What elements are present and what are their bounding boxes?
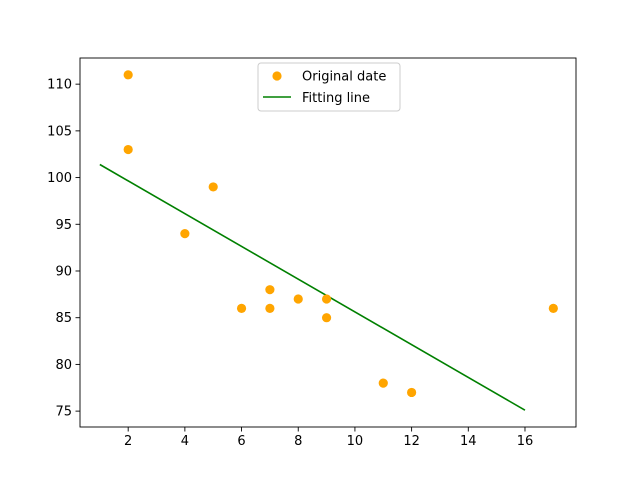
data-point: [293, 294, 303, 304]
data-point: [321, 313, 332, 323]
data-point: [180, 229, 190, 239]
fitting-line: [99, 163, 526, 411]
x-tick-label: 12: [403, 434, 420, 449]
y-tick-label: 95: [55, 218, 72, 233]
data-point: [123, 70, 133, 80]
data-point: [548, 303, 558, 313]
data-point: [265, 303, 275, 313]
x-tick-label: 6: [237, 434, 245, 449]
data-point: [378, 378, 388, 388]
legend-label-fitting: Fitting line: [302, 91, 370, 106]
data-point: [265, 285, 275, 295]
y-tick-label: 75: [55, 405, 72, 420]
legend: Original date Fitting line: [257, 62, 401, 112]
y-tick-label: 100: [47, 171, 72, 186]
legend-label-original: Original date: [302, 70, 386, 85]
legend-marker-original: [272, 71, 282, 81]
x-tick-label: 2: [124, 434, 132, 449]
data-point: [236, 303, 247, 313]
data-point: [321, 294, 332, 304]
x-tick-label: 4: [181, 434, 189, 449]
legend-box: [257, 62, 401, 112]
y-tick-label: 105: [47, 124, 72, 139]
y-tick-label: 80: [55, 358, 72, 373]
axes-layer: 2 4 6 8 10 12 14 16 75 80 85 90 95 100 105 110: [47, 57, 577, 449]
x-tick-label: 14: [460, 434, 477, 449]
x-tick-label: 10: [347, 434, 364, 449]
y-tick-label: 85: [55, 311, 72, 326]
data-point: [407, 387, 417, 398]
plot-layer: [99, 70, 558, 411]
axes-frame: [79, 57, 577, 428]
x-tick-label: 16: [517, 434, 534, 449]
y-tick-label: 90: [55, 264, 72, 279]
y-tick-label: 110: [47, 78, 72, 93]
x-tick-label: 8: [294, 434, 302, 449]
data-point: [123, 144, 133, 155]
data-point: [208, 182, 218, 192]
